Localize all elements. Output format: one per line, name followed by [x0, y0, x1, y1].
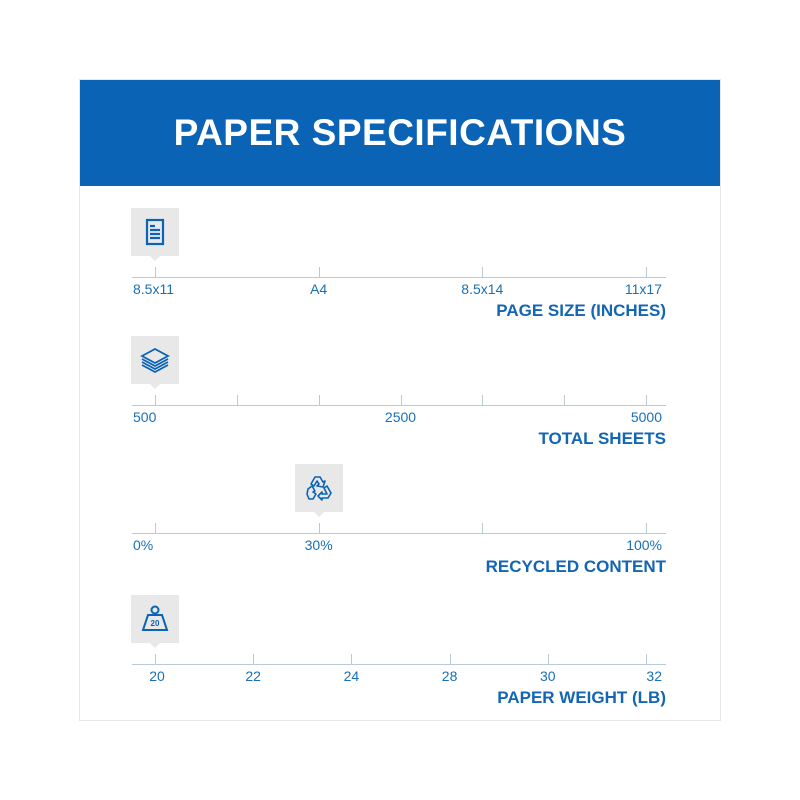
axis-tick [482, 267, 484, 277]
axis-tick [351, 654, 353, 664]
axis-tick [236, 395, 238, 405]
selected-value-marker [294, 464, 343, 517]
axis-tick [482, 523, 484, 533]
selected-value-marker: 20 [131, 595, 179, 648]
spec-card: PAPER SPECIFICATIONS 8.5x11 A4 8.5x14 11x17… [80, 80, 720, 720]
axis-line [132, 533, 666, 534]
axis-tick [646, 523, 647, 533]
axis-tick [400, 395, 402, 405]
axis-tick [318, 267, 320, 277]
tick-label: 100% [626, 537, 662, 553]
page-title: PAPER SPECIFICATIONS [173, 112, 627, 153]
tick-label: 8.5x11 [133, 281, 174, 297]
axis-tick [646, 654, 647, 664]
tick-label: 22 [245, 668, 261, 684]
spec-title: PAPER WEIGHT (LB) [497, 688, 666, 707]
axis-line [132, 664, 666, 665]
axis-tick [449, 654, 451, 664]
tick-label: 0% [133, 537, 154, 553]
tick-label: 28 [441, 668, 458, 684]
axis-tick [155, 267, 156, 277]
tick-label: A4 [310, 281, 328, 297]
tick-label: 5000 [630, 409, 662, 425]
axis-tick [155, 654, 156, 664]
spec-row: 0% 30% 100% RECYCLED CONTENT [80, 464, 720, 594]
axis-tick [564, 395, 566, 405]
spec-row: 500 2500 5000 TOTAL SHEETS [80, 336, 720, 466]
axis-tick [318, 523, 320, 533]
axis-line [132, 405, 666, 406]
axis-tick [318, 395, 320, 405]
spec-title: RECYCLED CONTENT [485, 557, 666, 576]
axis-tick [646, 267, 647, 277]
axis-line [132, 277, 666, 278]
spec-row: 8.5x11 A4 8.5x14 11x17 PAGE SIZE (INCHES) [80, 208, 720, 338]
axis-tick [253, 654, 255, 664]
spec-row: 20 22 24 28 30 32 PAPER WEIGHT (LB) 20 [80, 592, 720, 722]
tick-label: 500 [133, 409, 157, 425]
selected-value-marker [131, 208, 179, 261]
axis-tick [482, 395, 484, 405]
spec-title: PAGE SIZE (INCHES) [496, 301, 666, 320]
svg-text:20: 20 [151, 619, 160, 628]
axis-tick [646, 395, 647, 405]
axis-tick [155, 523, 156, 533]
axis-tick [547, 654, 549, 664]
axis-tick [155, 395, 156, 405]
header-banner: PAPER SPECIFICATIONS [80, 80, 720, 186]
tick-label: 11x17 [624, 281, 662, 297]
spec-title: TOTAL SHEETS [538, 429, 666, 448]
tick-label: 8.5x14 [461, 281, 504, 297]
tick-label: 30% [304, 537, 333, 553]
tick-label: 24 [343, 668, 360, 684]
tick-label: 32 [646, 668, 662, 684]
selected-value-marker [131, 336, 179, 389]
tick-label: 2500 [384, 409, 417, 425]
tick-label: 20 [149, 668, 165, 684]
tick-label: 30 [540, 668, 556, 684]
